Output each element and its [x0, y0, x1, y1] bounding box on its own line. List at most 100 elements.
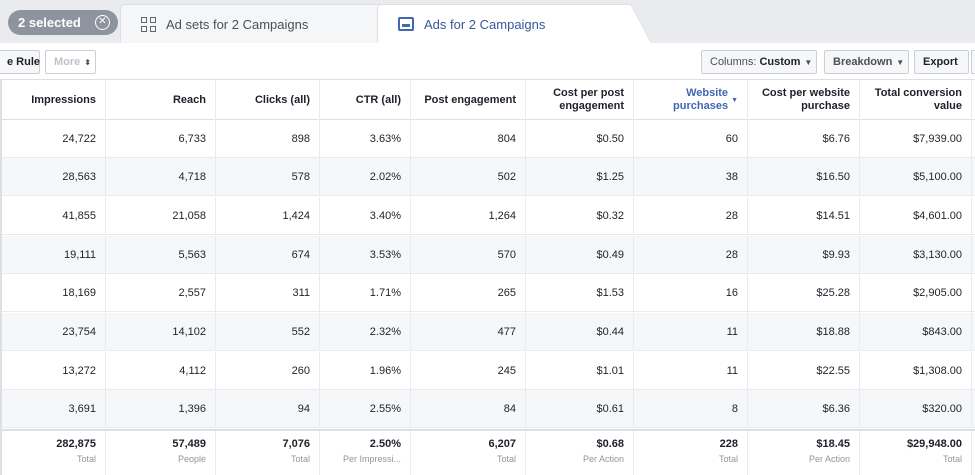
cell-website-purchases: 11	[634, 352, 748, 389]
total-reach: 57,489 People	[106, 431, 216, 475]
cell-cost-per-website-purchase: $16.50	[748, 158, 860, 195]
selection-pill-label: 2 selected	[18, 15, 81, 30]
total-total-conversion-value: $29,948.00 Total	[860, 431, 972, 475]
total-cost-per-website-purchase: $18.45 Per Action	[748, 431, 860, 475]
more-button[interactable]: More ⬍	[45, 50, 96, 74]
cell-total-conversion-value: $843.00	[860, 313, 972, 350]
column-header-post-engagement[interactable]: Post engagement	[411, 80, 526, 120]
column-header-total-conversion-value[interactable]: Total conversion value	[860, 80, 972, 120]
ad-icon	[398, 17, 414, 31]
tab-ad-sets[interactable]: Ad sets for 2 Campaigns	[120, 4, 382, 43]
cell-cost-per-post-engagement: $1.01	[526, 352, 634, 389]
cell-cost-per-website-purchase: $22.55	[748, 352, 860, 389]
cell-ctr-all: 1.96%	[320, 352, 411, 389]
cell-total-conversion-value: $3,130.00	[860, 236, 972, 273]
cell-ctr-all: 3.63%	[320, 120, 411, 157]
cell-post-engagement: 477	[411, 313, 526, 350]
cell-impressions: 13,272	[2, 352, 106, 389]
cell-ctr-all: 3.40%	[320, 197, 411, 234]
column-header-ctr-all[interactable]: CTR (all)	[320, 80, 411, 120]
table-row[interactable]: 41,855 21,058 1,424 3.40% 1,264 $0.32 28 $14.51…	[0, 197, 975, 235]
cell-clicks-all: 898	[216, 120, 320, 157]
table-left-border	[0, 80, 2, 475]
total-value: 57,489	[172, 438, 206, 450]
cell-impressions: 19,111	[2, 236, 106, 273]
cell-impressions: 41,855	[2, 197, 106, 234]
cell-impressions: 23,754	[2, 313, 106, 350]
total-label: Per Action	[808, 454, 850, 464]
export-button[interactable]: Export	[914, 50, 969, 74]
updown-caret-icon: ⬍	[84, 57, 91, 67]
cell-impressions: 24,722	[2, 120, 106, 157]
cell-cost-per-post-engagement: $0.44	[526, 313, 634, 350]
column-header-line1: Total conversion	[874, 87, 962, 99]
column-header-website-purchases[interactable]: Website purchases ▼	[634, 80, 748, 120]
cell-cost-per-post-engagement: $0.50	[526, 120, 634, 157]
chevron-down-icon: ▼	[896, 57, 905, 67]
cell-total-conversion-value: $2,905.00	[860, 274, 972, 311]
create-rule-label: e Rule	[7, 56, 41, 68]
cell-clicks-all: 94	[216, 390, 320, 427]
column-header-line1: Cost per website	[761, 87, 850, 99]
total-value: 7,076	[282, 438, 310, 450]
column-header-line1: Website	[686, 87, 729, 99]
total-label: Total	[942, 454, 962, 464]
column-header-label: Impressions	[31, 94, 96, 107]
cell-reach: 2,557	[106, 274, 216, 311]
grid-icon	[141, 16, 156, 32]
cell-clicks-all: 674	[216, 236, 320, 273]
cell-clicks-all: 260	[216, 352, 320, 389]
cell-ctr-all: 3.53%	[320, 236, 411, 273]
total-label: Total	[76, 454, 96, 464]
cell-website-purchases: 11	[634, 313, 748, 350]
total-value: $18.45	[816, 438, 850, 450]
close-icon[interactable]: ✕	[95, 15, 110, 30]
breakdown-dropdown[interactable]: Breakdown ▼	[824, 50, 909, 74]
tab-ads[interactable]: Ads for 2 Campaigns	[377, 4, 629, 43]
export-label: Export	[923, 56, 958, 68]
cell-cost-per-website-purchase: $18.88	[748, 313, 860, 350]
cell-post-engagement: 570	[411, 236, 526, 273]
cell-ctr-all: 2.55%	[320, 390, 411, 427]
total-label: Total	[496, 454, 516, 464]
cell-reach: 5,563	[106, 236, 216, 273]
column-header-reach[interactable]: Reach	[106, 80, 216, 120]
cell-cost-per-website-purchase: $6.76	[748, 120, 860, 157]
total-label: Per Action	[582, 454, 624, 464]
table-row[interactable]: 23,754 14,102 552 2.32% 477 $0.44 11 $18.88 $843…	[0, 313, 975, 351]
cell-cost-per-post-engagement: $1.25	[526, 158, 634, 195]
column-header-cost-per-post-engagement[interactable]: Cost per post engagement	[526, 80, 634, 120]
cell-ctr-all: 2.32%	[320, 313, 411, 350]
column-header-cost-per-website-purchase[interactable]: Cost per website purchase	[748, 80, 860, 120]
sort-desc-icon: ▼	[731, 97, 738, 104]
table-row[interactable]: 13,272 4,112 260 1.96% 245 $1.01 11 $22.55 $1,30…	[0, 352, 975, 390]
selection-pill[interactable]: 2 selected ✕	[8, 10, 118, 35]
cell-reach: 14,102	[106, 313, 216, 350]
total-post-engagement: 6,207 Total	[411, 431, 526, 475]
cell-clicks-all: 552	[216, 313, 320, 350]
tab-bar: 2 selected ✕ Ad sets for 2 Campaigns Ads…	[0, 0, 975, 43]
column-header-impressions[interactable]: Impressions	[2, 80, 106, 120]
total-impressions: 282,875 Total	[2, 431, 106, 475]
table-header: Impressions Reach Clicks (all) CTR (all) Pos…	[0, 80, 975, 120]
cell-cost-per-post-engagement: $0.49	[526, 236, 634, 273]
cell-impressions: 3,691	[2, 390, 106, 427]
table-row[interactable]: 18,169 2,557 311 1.71% 265 $1.53 16 $25.28 $2,90…	[0, 274, 975, 312]
column-header-clicks-all[interactable]: Clicks (all)	[216, 80, 320, 120]
table-row[interactable]: 28,563 4,718 578 2.02% 502 $1.25 38 $16.50 $5,10…	[0, 158, 975, 196]
create-rule-button[interactable]: e Rule	[0, 50, 40, 74]
column-header-line2: value	[933, 100, 962, 112]
table-row[interactable]: 24,722 6,733 898 3.63% 804 $0.50 60 $6.76 $7,939…	[0, 120, 975, 158]
cell-post-engagement: 502	[411, 158, 526, 195]
column-header-label: Post engagement	[424, 94, 516, 107]
cell-total-conversion-value: $320.00	[860, 390, 972, 427]
cell-total-conversion-value: $5,100.00	[860, 158, 972, 195]
column-header-label: Cost per post engagement	[553, 87, 624, 113]
column-header-label: Total conversion value	[875, 87, 962, 113]
cell-cost-per-website-purchase: $14.51	[748, 197, 860, 234]
table-row[interactable]: 19,111 5,563 674 3.53% 570 $0.49 28 $9.93 $3,130…	[0, 236, 975, 274]
export-dropdown-button[interactable]	[971, 50, 975, 74]
columns-dropdown[interactable]: Columns: Custom ▼	[701, 50, 817, 74]
total-value: 2.50%	[369, 438, 401, 450]
table-row[interactable]: 3,691 1,396 94 2.55% 84 $0.61 8 $6.36 $320.00	[0, 390, 975, 428]
